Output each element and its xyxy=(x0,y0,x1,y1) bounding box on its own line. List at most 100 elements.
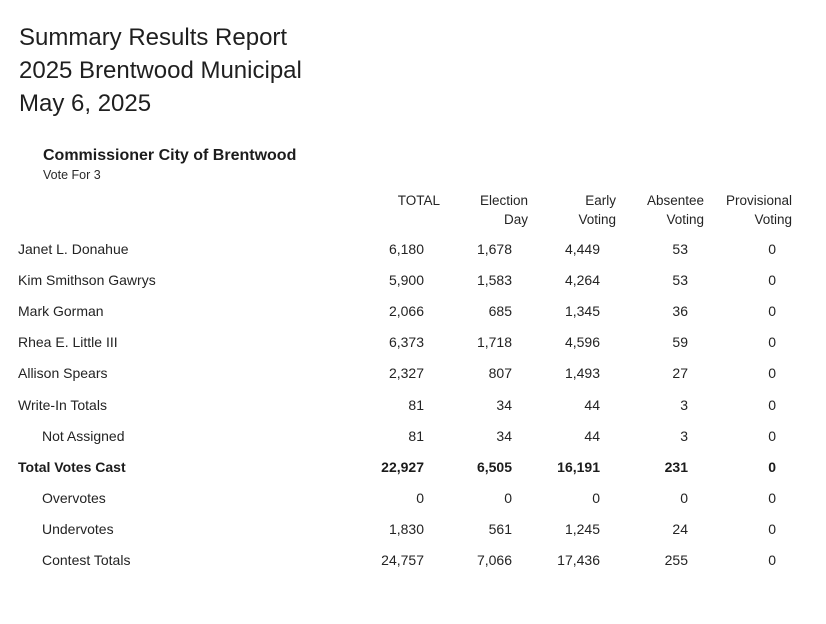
contest-name: Commissioner City of Brentwood xyxy=(43,147,297,164)
header-total-line1: TOTAL xyxy=(397,193,440,208)
cell-total: 81 xyxy=(408,396,424,413)
cell-absentee-voting: 0 xyxy=(680,490,688,507)
cell-total: 1,830 xyxy=(388,521,424,538)
table-row-total-votes-cast: Total Votes Cast 22,927 6,505 16,191 231… xyxy=(18,451,792,482)
cell-election-day: 807 xyxy=(488,365,512,382)
cell-early-voting: 44 xyxy=(584,427,600,444)
cell-provisional-voting: 0 xyxy=(768,490,776,507)
cell-provisional-voting: 0 xyxy=(768,271,776,288)
cell-provisional-voting: 0 xyxy=(768,365,776,382)
row-label: Kim Smithson Gawrys xyxy=(18,271,156,288)
header-provisional-voting-line2: Voting xyxy=(754,212,792,227)
cell-total: 6,180 xyxy=(388,240,424,257)
header-absentee-voting-line2: Voting xyxy=(666,212,704,227)
header-early-voting-line2: Voting xyxy=(578,212,616,227)
cell-absentee-voting: 27 xyxy=(672,365,688,382)
cell-absentee-voting: 59 xyxy=(672,334,688,351)
report-subtitle: 2025 Brentwood Municipal xyxy=(19,57,302,84)
row-label: Rhea E. Little III xyxy=(18,334,118,351)
cell-election-day: 1,678 xyxy=(476,240,512,257)
row-label: Mark Gorman xyxy=(18,302,104,319)
row-label: Janet L. Donahue xyxy=(18,240,129,257)
header-early-voting-line1: Early xyxy=(585,193,616,208)
cell-total: 6,373 xyxy=(388,334,424,351)
cell-election-day: 6,505 xyxy=(476,458,512,475)
header-provisional-voting: Provisional Voting xyxy=(704,191,792,233)
cell-absentee-voting: 3 xyxy=(680,396,688,413)
cell-total: 2,066 xyxy=(388,302,424,319)
cell-early-voting: 1,345 xyxy=(564,302,600,319)
header-election-day: Election Day xyxy=(440,191,528,233)
header-empty xyxy=(18,191,352,233)
cell-election-day: 685 xyxy=(488,302,512,319)
report-title-block: Summary Results Report 2025 Brentwood Mu… xyxy=(19,21,302,120)
table-row: Undervotes 1,830 561 1,245 24 0 xyxy=(18,514,792,545)
header-election-day-line1: Election xyxy=(479,193,528,208)
cell-total: 81 xyxy=(408,427,424,444)
cell-early-voting: 44 xyxy=(584,396,600,413)
cell-early-voting: 4,264 xyxy=(564,271,600,288)
cell-absentee-voting: 24 xyxy=(672,521,688,538)
cell-total: 0 xyxy=(416,490,424,507)
cell-election-day: 561 xyxy=(488,521,512,538)
header-absentee-voting: Absentee Voting xyxy=(616,191,704,233)
header-election-day-line2: Day xyxy=(503,212,528,227)
header-early-voting: Early Voting xyxy=(528,191,616,233)
results-table: TOTAL Election Day Early Voting Absentee… xyxy=(18,191,792,576)
cell-early-voting: 4,596 xyxy=(564,334,600,351)
cell-provisional-voting: 0 xyxy=(768,396,776,413)
cell-absentee-voting: 255 xyxy=(664,552,688,569)
cell-absentee-voting: 231 xyxy=(664,458,688,475)
row-label: Total Votes Cast xyxy=(18,458,126,475)
table-row: Not Assigned 81 34 44 3 0 xyxy=(18,420,792,451)
header-total: TOTAL xyxy=(352,191,440,233)
table-row: Overvotes 0 0 0 0 0 xyxy=(18,483,792,514)
cell-election-day: 0 xyxy=(504,490,512,507)
row-label: Not Assigned xyxy=(42,427,125,444)
cell-provisional-voting: 0 xyxy=(768,334,776,351)
cell-absentee-voting: 53 xyxy=(672,240,688,257)
cell-total: 24,757 xyxy=(381,552,424,569)
row-label: Contest Totals xyxy=(42,552,131,569)
cell-early-voting: 0 xyxy=(592,490,600,507)
row-label: Undervotes xyxy=(42,521,114,538)
cell-early-voting: 4,449 xyxy=(564,240,600,257)
cell-absentee-voting: 53 xyxy=(672,271,688,288)
table-row: Mark Gorman 2,066 685 1,345 36 0 xyxy=(18,295,792,326)
table-row: Kim Smithson Gawrys 5,900 1,583 4,264 53… xyxy=(18,264,792,295)
contest-header: Commissioner City of Brentwood Vote For … xyxy=(43,146,296,184)
cell-provisional-voting: 0 xyxy=(768,240,776,257)
cell-provisional-voting: 0 xyxy=(768,302,776,319)
table-row: Rhea E. Little III 6,373 1,718 4,596 59 … xyxy=(18,327,792,358)
table-header-row: TOTAL Election Day Early Voting Absentee… xyxy=(18,191,792,233)
cell-election-day: 1,583 xyxy=(476,271,512,288)
header-absentee-voting-line1: Absentee xyxy=(646,193,704,208)
header-total-line2 xyxy=(352,210,440,229)
cell-early-voting: 1,245 xyxy=(564,521,600,538)
cell-election-day: 34 xyxy=(496,427,512,444)
cell-election-day: 7,066 xyxy=(476,552,512,569)
table-row: Contest Totals 24,757 7,066 17,436 255 0 xyxy=(18,545,792,576)
cell-provisional-voting: 0 xyxy=(768,521,776,538)
cell-absentee-voting: 36 xyxy=(672,302,688,319)
cell-provisional-voting: 0 xyxy=(768,552,776,569)
cell-election-day: 34 xyxy=(496,396,512,413)
row-label: Allison Spears xyxy=(18,365,108,382)
cell-early-voting: 17,436 xyxy=(557,552,600,569)
cell-total: 22,927 xyxy=(381,458,424,475)
row-label: Write-In Totals xyxy=(18,396,107,413)
report-date: May 6, 2025 xyxy=(19,90,152,117)
header-provisional-voting-line1: Provisional xyxy=(725,193,792,208)
cell-total: 2,327 xyxy=(388,365,424,382)
cell-early-voting: 1,493 xyxy=(564,365,600,382)
cell-election-day: 1,718 xyxy=(476,334,512,351)
cell-absentee-voting: 3 xyxy=(680,427,688,444)
cell-total: 5,900 xyxy=(388,271,424,288)
row-label: Overvotes xyxy=(42,490,106,507)
cell-provisional-voting: 0 xyxy=(768,427,776,444)
cell-provisional-voting: 0 xyxy=(768,458,776,475)
table-row: Allison Spears 2,327 807 1,493 27 0 xyxy=(18,358,792,389)
cell-early-voting: 16,191 xyxy=(557,458,600,475)
table-row: Janet L. Donahue 6,180 1,678 4,449 53 0 xyxy=(18,233,792,264)
